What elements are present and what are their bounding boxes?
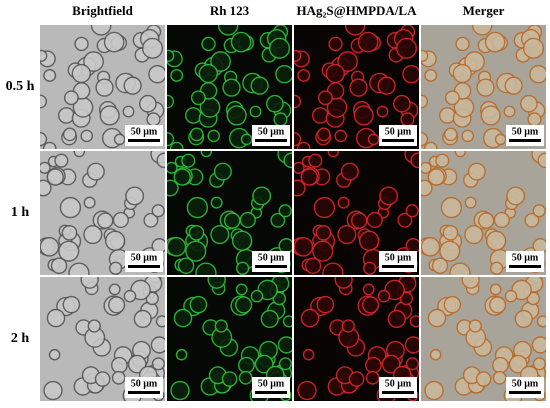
scale-bar-label: 50 μm [512, 252, 539, 263]
panel: 50 μm [421, 277, 546, 401]
panel: 50 μm [294, 277, 419, 401]
cells [297, 277, 419, 401]
scale-bar-label: 50 μm [385, 126, 412, 137]
scale-bar [128, 139, 160, 142]
scale-bar [128, 265, 160, 268]
column-header: HAg₂S@HMPDA/LA [297, 3, 418, 18]
cells [40, 25, 165, 149]
panel: 50 μm [167, 25, 292, 149]
panel: 50 μm [40, 277, 165, 401]
panel: 50 μm [40, 25, 165, 149]
scale-bar [255, 139, 287, 142]
row-label: 2 h [11, 331, 30, 346]
cells [43, 277, 165, 401]
scale-bar [509, 265, 541, 268]
row-label: 1 h [11, 205, 30, 220]
cells [294, 25, 419, 149]
scale-bar-label: 50 μm [512, 378, 539, 389]
scale-bar-label: 50 μm [131, 378, 158, 389]
cells [167, 25, 292, 149]
panel: 50 μm [421, 151, 546, 275]
scale-bar-label: 50 μm [258, 378, 285, 389]
scale-bar [255, 265, 287, 268]
scale-bar [509, 139, 541, 142]
column-header: Rh 123 [210, 3, 250, 18]
scale-bar-label: 50 μm [385, 378, 412, 389]
scale-bar [128, 391, 160, 394]
column-header: Brightfield [72, 3, 133, 18]
column-header: Merger [463, 3, 505, 18]
scale-bar-label: 50 μm [258, 252, 285, 263]
cells [294, 151, 419, 275]
scale-bar-label: 50 μm [385, 252, 412, 263]
scale-bar-label: 50 μm [131, 252, 158, 263]
scale-bar [382, 139, 414, 142]
scale-bar-label: 50 μm [131, 126, 158, 137]
row-label: 0.5 h [6, 79, 35, 94]
scale-bar [382, 391, 414, 394]
panel: 50 μm [167, 151, 292, 275]
panel: 50 μm [167, 277, 292, 401]
scale-bar [382, 265, 414, 268]
scale-bar [255, 391, 287, 394]
cells [424, 277, 546, 401]
scale-bar-label: 50 μm [512, 126, 539, 137]
panel: 50 μm [421, 25, 546, 149]
panel: 50 μm [40, 151, 165, 275]
scale-bar-label: 50 μm [258, 126, 285, 137]
panel: 50 μm [294, 151, 419, 275]
panel: 50 μm [294, 25, 419, 149]
scale-bar [509, 391, 541, 394]
